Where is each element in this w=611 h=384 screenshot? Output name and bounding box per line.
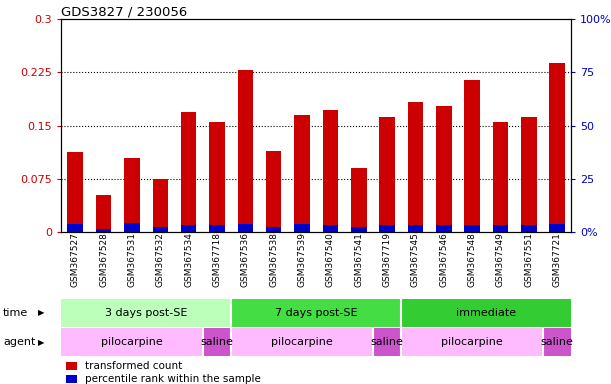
Bar	[379, 225, 395, 232]
Bar	[96, 229, 111, 232]
Text: GSM367527: GSM367527	[71, 232, 80, 287]
Text: saline: saline	[541, 337, 574, 347]
Bar	[209, 225, 225, 232]
Bar	[351, 227, 367, 232]
Bar	[408, 102, 423, 232]
Bar	[492, 122, 508, 232]
Bar	[521, 225, 536, 232]
Text: GSM367551: GSM367551	[524, 232, 533, 287]
Bar	[153, 227, 168, 232]
Bar	[96, 195, 111, 232]
Text: GSM367546: GSM367546	[439, 232, 448, 287]
Bar	[231, 328, 373, 356]
Text: ▶: ▶	[38, 338, 45, 347]
Bar	[238, 70, 253, 232]
Text: GSM367528: GSM367528	[99, 232, 108, 287]
Text: GSM367539: GSM367539	[298, 232, 307, 287]
Text: 3 days post-SE: 3 days post-SE	[105, 308, 188, 318]
Bar	[181, 225, 197, 232]
Bar	[67, 152, 83, 232]
Bar	[373, 328, 401, 356]
Text: time: time	[3, 308, 28, 318]
Text: 7 days post-SE: 7 days post-SE	[275, 308, 357, 318]
Bar	[379, 117, 395, 232]
Text: GSM367538: GSM367538	[269, 232, 278, 287]
Bar	[124, 158, 140, 232]
Text: GSM367532: GSM367532	[156, 232, 165, 287]
Bar	[61, 328, 203, 356]
Text: GDS3827 / 230056: GDS3827 / 230056	[61, 5, 188, 18]
Text: saline: saline	[200, 337, 233, 347]
Legend: transformed count, percentile rank within the sample: transformed count, percentile rank withi…	[67, 361, 261, 384]
Bar	[238, 224, 253, 232]
Bar	[209, 122, 225, 232]
Bar	[323, 110, 338, 232]
Text: GSM367718: GSM367718	[213, 232, 222, 287]
Text: pilocarpine: pilocarpine	[441, 337, 503, 347]
Bar	[266, 151, 282, 232]
Text: GSM367534: GSM367534	[184, 232, 193, 287]
Bar	[401, 299, 571, 327]
Bar	[351, 169, 367, 232]
Bar	[436, 225, 452, 232]
Bar	[401, 328, 543, 356]
Text: GSM367541: GSM367541	[354, 232, 363, 287]
Bar	[521, 117, 536, 232]
Bar	[549, 224, 565, 232]
Text: saline: saline	[371, 337, 403, 347]
Text: immediate: immediate	[456, 308, 516, 318]
Text: GSM367531: GSM367531	[128, 232, 136, 287]
Bar	[124, 223, 140, 232]
Bar	[295, 115, 310, 232]
Text: agent: agent	[3, 337, 35, 347]
Bar	[181, 112, 197, 232]
Bar	[323, 225, 338, 232]
Bar	[67, 224, 83, 232]
Text: GSM367719: GSM367719	[382, 232, 392, 287]
Text: GSM367549: GSM367549	[496, 232, 505, 287]
Bar	[543, 328, 571, 356]
Bar	[153, 179, 168, 232]
Bar	[203, 328, 231, 356]
Bar	[492, 225, 508, 232]
Bar	[295, 224, 310, 232]
Text: GSM367721: GSM367721	[552, 232, 562, 287]
Text: GSM367536: GSM367536	[241, 232, 250, 287]
Bar	[266, 227, 282, 232]
Text: pilocarpine: pilocarpine	[271, 337, 333, 347]
Text: pilocarpine: pilocarpine	[101, 337, 163, 347]
Text: GSM367545: GSM367545	[411, 232, 420, 287]
Bar	[464, 79, 480, 232]
Bar	[408, 225, 423, 232]
Text: GSM367548: GSM367548	[467, 232, 477, 287]
Bar	[61, 299, 231, 327]
Text: ▶: ▶	[38, 308, 45, 318]
Bar	[436, 106, 452, 232]
Bar	[231, 299, 401, 327]
Bar	[549, 63, 565, 232]
Bar	[464, 225, 480, 232]
Text: GSM367540: GSM367540	[326, 232, 335, 287]
